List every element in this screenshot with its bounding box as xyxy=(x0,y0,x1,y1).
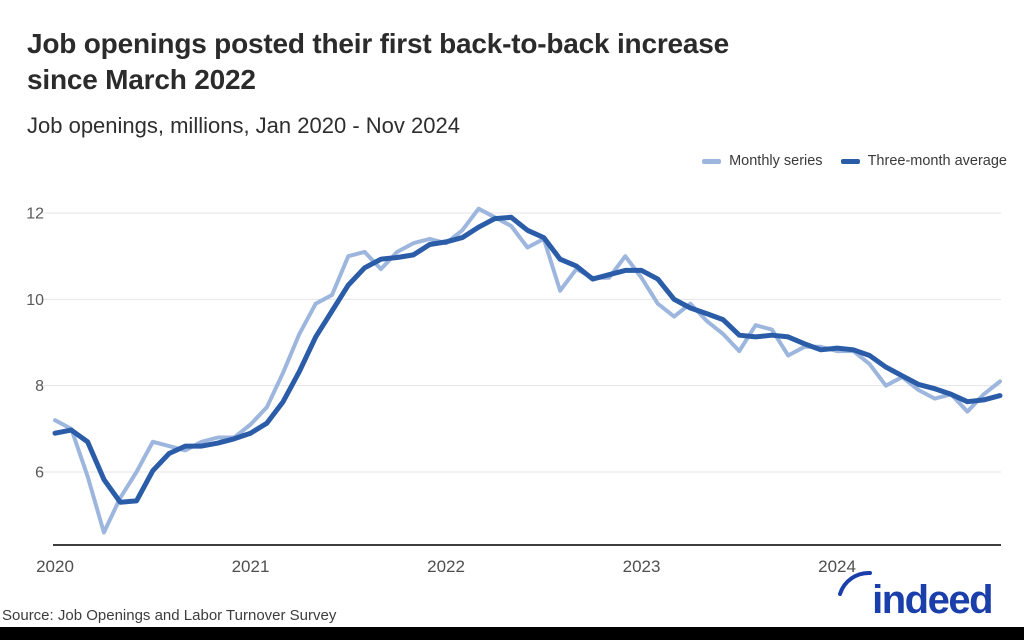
legend-label-monthly-series: Monthly series xyxy=(729,153,823,169)
legend-label-three-month-average: Three-month average xyxy=(867,153,1007,169)
svg-text:2021: 2021 xyxy=(232,557,270,576)
chart-title-line1: Job openings posted their first back-to-… xyxy=(27,28,730,59)
svg-text:2023: 2023 xyxy=(623,557,661,576)
legend-item-monthly-series: Monthly series xyxy=(702,153,823,169)
bottom-black-bar xyxy=(0,627,1024,640)
svg-text:2022: 2022 xyxy=(427,557,465,576)
svg-text:2024: 2024 xyxy=(818,557,856,576)
three-month-average-swatch-icon xyxy=(840,158,860,164)
svg-text:12: 12 xyxy=(26,206,44,223)
chart-legend: Monthly series Three-month average xyxy=(702,153,1007,169)
svg-text:2020: 2020 xyxy=(36,557,74,576)
indeed-logo: indeed xyxy=(838,570,993,624)
svg-text:6: 6 xyxy=(35,465,44,482)
indeed-logo-text: indeed xyxy=(872,578,993,622)
svg-text:10: 10 xyxy=(26,292,44,309)
legend-item-three-month-average: Three-month average xyxy=(840,153,1007,169)
svg-text:8: 8 xyxy=(35,378,44,395)
chart-header: Job openings posted their first back-to-… xyxy=(27,26,967,139)
chart-title: Job openings posted their first back-to-… xyxy=(27,26,967,98)
monthly-series-swatch-icon xyxy=(702,158,722,164)
indeed-logo-swoosh-icon xyxy=(838,570,872,596)
chart-subtitle: Job openings, millions, Jan 2020 - Nov 2… xyxy=(27,113,460,138)
chart-title-line2: since March 2022 xyxy=(27,64,256,95)
source-note: Source: Job Openings and Labor Turnover … xyxy=(2,607,337,624)
